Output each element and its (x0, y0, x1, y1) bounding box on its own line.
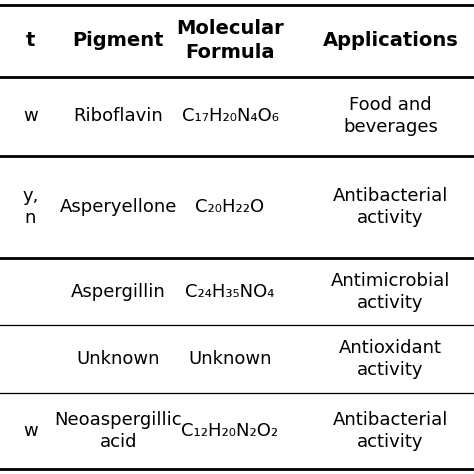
Text: w: w (23, 422, 37, 440)
Text: y,
n: y, n (22, 187, 38, 227)
Text: Antimicrobial
activity: Antimicrobial activity (331, 272, 450, 312)
Text: Unknown: Unknown (188, 350, 272, 368)
Text: C₁₂H₂₀N₂O₂: C₁₂H₂₀N₂O₂ (182, 422, 279, 440)
Text: Unknown: Unknown (77, 350, 160, 368)
Text: Applications: Applications (322, 31, 458, 50)
Text: Pigment: Pigment (73, 31, 164, 50)
Text: Aspergillin: Aspergillin (71, 283, 166, 301)
Text: Riboflavin: Riboflavin (73, 107, 164, 125)
Text: t: t (26, 31, 35, 50)
Text: w: w (23, 107, 37, 125)
Text: Antibacterial
activity: Antibacterial activity (333, 411, 448, 451)
Text: Antioxidant
activity: Antioxidant activity (339, 339, 442, 379)
Text: C₁₇H₂₀N₄O₆: C₁₇H₂₀N₄O₆ (182, 107, 279, 125)
Text: C₂₀H₂₂O: C₂₀H₂₂O (195, 198, 264, 216)
Text: Antibacterial
activity: Antibacterial activity (333, 187, 448, 227)
Text: C₂₄H₃₅NO₄: C₂₄H₃₅NO₄ (185, 283, 275, 301)
Text: Molecular
Formula: Molecular Formula (176, 19, 284, 62)
Text: Neoaspergillic
acid: Neoaspergillic acid (55, 411, 182, 451)
Text: Asperyellone: Asperyellone (60, 198, 177, 216)
Text: Food and
beverages: Food and beverages (343, 96, 438, 137)
